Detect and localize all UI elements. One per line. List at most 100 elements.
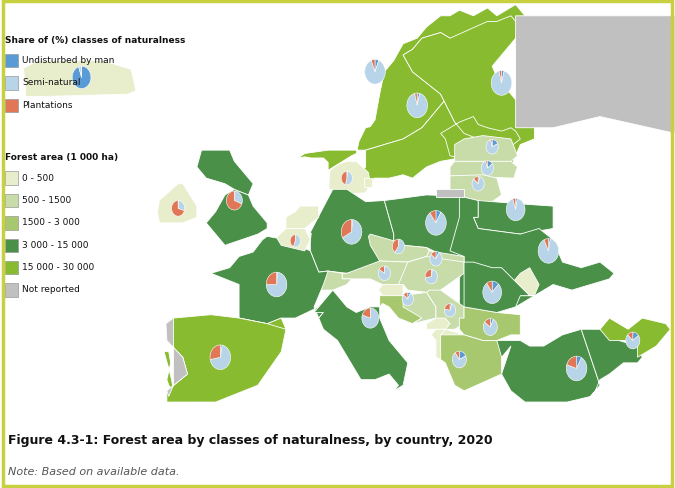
Wedge shape	[210, 345, 220, 360]
Wedge shape	[444, 304, 456, 317]
Wedge shape	[491, 140, 492, 147]
Wedge shape	[362, 308, 379, 328]
Polygon shape	[356, 34, 481, 184]
Polygon shape	[314, 290, 408, 391]
Polygon shape	[450, 197, 614, 313]
Wedge shape	[576, 356, 582, 369]
Text: Plantations: Plantations	[22, 101, 73, 109]
Polygon shape	[166, 318, 188, 397]
Polygon shape	[379, 285, 403, 296]
Polygon shape	[436, 190, 464, 198]
Wedge shape	[490, 319, 493, 327]
Polygon shape	[207, 190, 267, 246]
Polygon shape	[157, 184, 197, 224]
Wedge shape	[425, 270, 431, 278]
Text: Semi-natural: Semi-natural	[22, 78, 81, 87]
Wedge shape	[485, 319, 490, 327]
Polygon shape	[460, 307, 520, 341]
Bar	[5, 77, 18, 90]
Wedge shape	[481, 162, 493, 176]
Wedge shape	[633, 332, 639, 341]
Wedge shape	[474, 177, 478, 184]
Wedge shape	[506, 199, 525, 221]
Wedge shape	[486, 141, 498, 155]
Wedge shape	[499, 72, 502, 84]
Wedge shape	[378, 266, 390, 281]
Wedge shape	[384, 266, 385, 274]
Wedge shape	[455, 351, 460, 360]
Wedge shape	[402, 294, 413, 306]
Wedge shape	[485, 162, 487, 169]
Wedge shape	[364, 61, 385, 85]
Polygon shape	[364, 179, 372, 188]
Text: 500 - 1500: 500 - 1500	[22, 196, 72, 204]
Wedge shape	[371, 61, 375, 73]
Polygon shape	[403, 293, 436, 324]
Wedge shape	[398, 240, 399, 247]
Bar	[5, 55, 18, 68]
Wedge shape	[436, 252, 439, 259]
Text: Forest area (1 000 ha): Forest area (1 000 ha)	[5, 153, 118, 162]
Wedge shape	[472, 178, 484, 192]
Wedge shape	[436, 211, 441, 224]
Bar	[5, 239, 18, 252]
Wedge shape	[266, 273, 277, 285]
Text: 0 - 500: 0 - 500	[22, 173, 55, 182]
Text: 15 000 - 30 000: 15 000 - 30 000	[22, 263, 95, 271]
Wedge shape	[628, 332, 633, 341]
Polygon shape	[309, 190, 394, 274]
Wedge shape	[431, 270, 433, 277]
Wedge shape	[234, 192, 242, 204]
Text: Undisturbed by man: Undisturbed by man	[22, 56, 115, 65]
Wedge shape	[483, 320, 497, 336]
Wedge shape	[502, 72, 504, 84]
Wedge shape	[450, 304, 452, 310]
Polygon shape	[431, 329, 446, 360]
Wedge shape	[417, 94, 420, 106]
Polygon shape	[600, 318, 670, 358]
Bar	[5, 217, 18, 230]
Wedge shape	[226, 192, 242, 211]
Wedge shape	[347, 172, 348, 179]
Polygon shape	[455, 136, 518, 162]
Wedge shape	[342, 172, 347, 185]
Polygon shape	[211, 237, 328, 324]
Wedge shape	[414, 94, 417, 106]
Text: 1500 - 3 000: 1500 - 3 000	[22, 218, 80, 227]
Polygon shape	[164, 315, 286, 402]
Wedge shape	[566, 358, 587, 381]
Wedge shape	[548, 239, 550, 251]
Wedge shape	[72, 67, 91, 89]
Polygon shape	[286, 207, 319, 229]
Wedge shape	[178, 201, 185, 211]
Polygon shape	[441, 329, 464, 346]
Wedge shape	[379, 266, 384, 274]
Polygon shape	[329, 162, 371, 194]
Polygon shape	[511, 268, 539, 296]
Wedge shape	[178, 201, 179, 209]
Wedge shape	[392, 240, 398, 253]
Wedge shape	[266, 273, 287, 297]
Polygon shape	[309, 271, 352, 290]
Polygon shape	[427, 318, 450, 329]
Polygon shape	[398, 257, 464, 293]
Polygon shape	[408, 251, 464, 271]
Wedge shape	[452, 353, 466, 368]
Polygon shape	[342, 262, 422, 285]
Wedge shape	[277, 273, 278, 285]
Polygon shape	[403, 17, 535, 167]
Wedge shape	[425, 270, 437, 285]
Wedge shape	[426, 213, 446, 236]
Polygon shape	[441, 335, 511, 391]
Wedge shape	[544, 239, 548, 251]
Polygon shape	[298, 5, 525, 171]
Text: Share of (%) classes of naturalness: Share of (%) classes of naturalness	[5, 36, 185, 45]
Polygon shape	[449, 175, 502, 202]
Wedge shape	[395, 240, 404, 254]
Wedge shape	[444, 304, 450, 310]
Wedge shape	[492, 140, 497, 147]
Wedge shape	[492, 282, 499, 293]
Polygon shape	[277, 229, 310, 251]
Wedge shape	[487, 282, 492, 293]
Text: Figure 4.3-1: Forest area by classes of naturalness, by country, 2020: Figure 4.3-1: Forest area by classes of …	[8, 433, 493, 447]
